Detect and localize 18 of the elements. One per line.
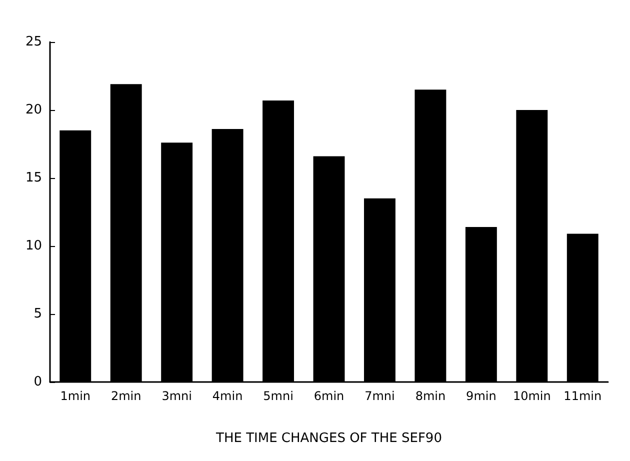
y-tick-label: 25 [25,34,42,50]
y-tick-label: 5 [34,306,42,322]
y-tick-label: 20 [25,102,42,118]
x-tick-label: 7mni [364,389,395,403]
x-tick-label: 4min [212,389,243,403]
x-tick-label: 8min [415,389,446,403]
x-tick-label: 1min [60,389,90,403]
y-tick-label: 0 [34,374,42,390]
x-tick-label: 11min [564,389,602,403]
x-tick-label: 9min [466,389,496,403]
y-tick-label: 15 [25,170,42,186]
y-tick-label: 10 [25,238,42,254]
x-tick-label: 6min [314,389,344,403]
x-axis-title: THE TIME CHANGES OF THE SEF90 [215,431,442,446]
x-tick-label: 10min [512,389,551,403]
x-tick-label: 2min [110,389,142,403]
x-tick-label: 5mni [263,389,294,403]
x-tick-label: 3mni [162,389,192,403]
